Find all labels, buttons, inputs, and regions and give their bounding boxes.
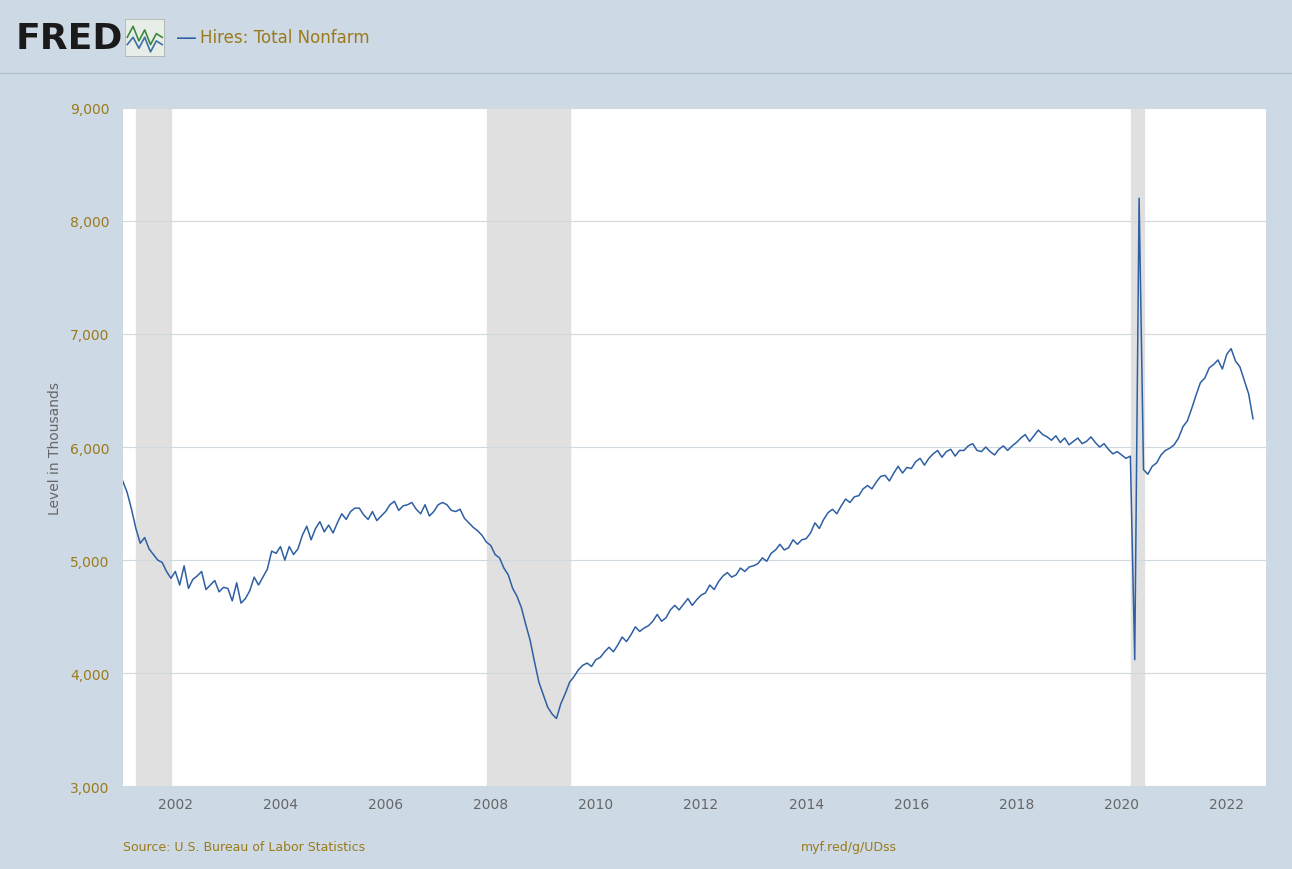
Text: FRED: FRED xyxy=(16,22,123,56)
Bar xyxy=(487,109,570,786)
Bar xyxy=(136,109,171,786)
Text: —: — xyxy=(176,29,196,48)
Text: Source: U.S. Bureau of Labor Statistics: Source: U.S. Bureau of Labor Statistics xyxy=(123,840,364,853)
Bar xyxy=(1130,109,1143,786)
Text: myf.red/g/UDss: myf.red/g/UDss xyxy=(801,840,897,853)
Text: Hires: Total Nonfarm: Hires: Total Nonfarm xyxy=(200,30,370,47)
Y-axis label: Level in Thousands: Level in Thousands xyxy=(48,381,62,514)
